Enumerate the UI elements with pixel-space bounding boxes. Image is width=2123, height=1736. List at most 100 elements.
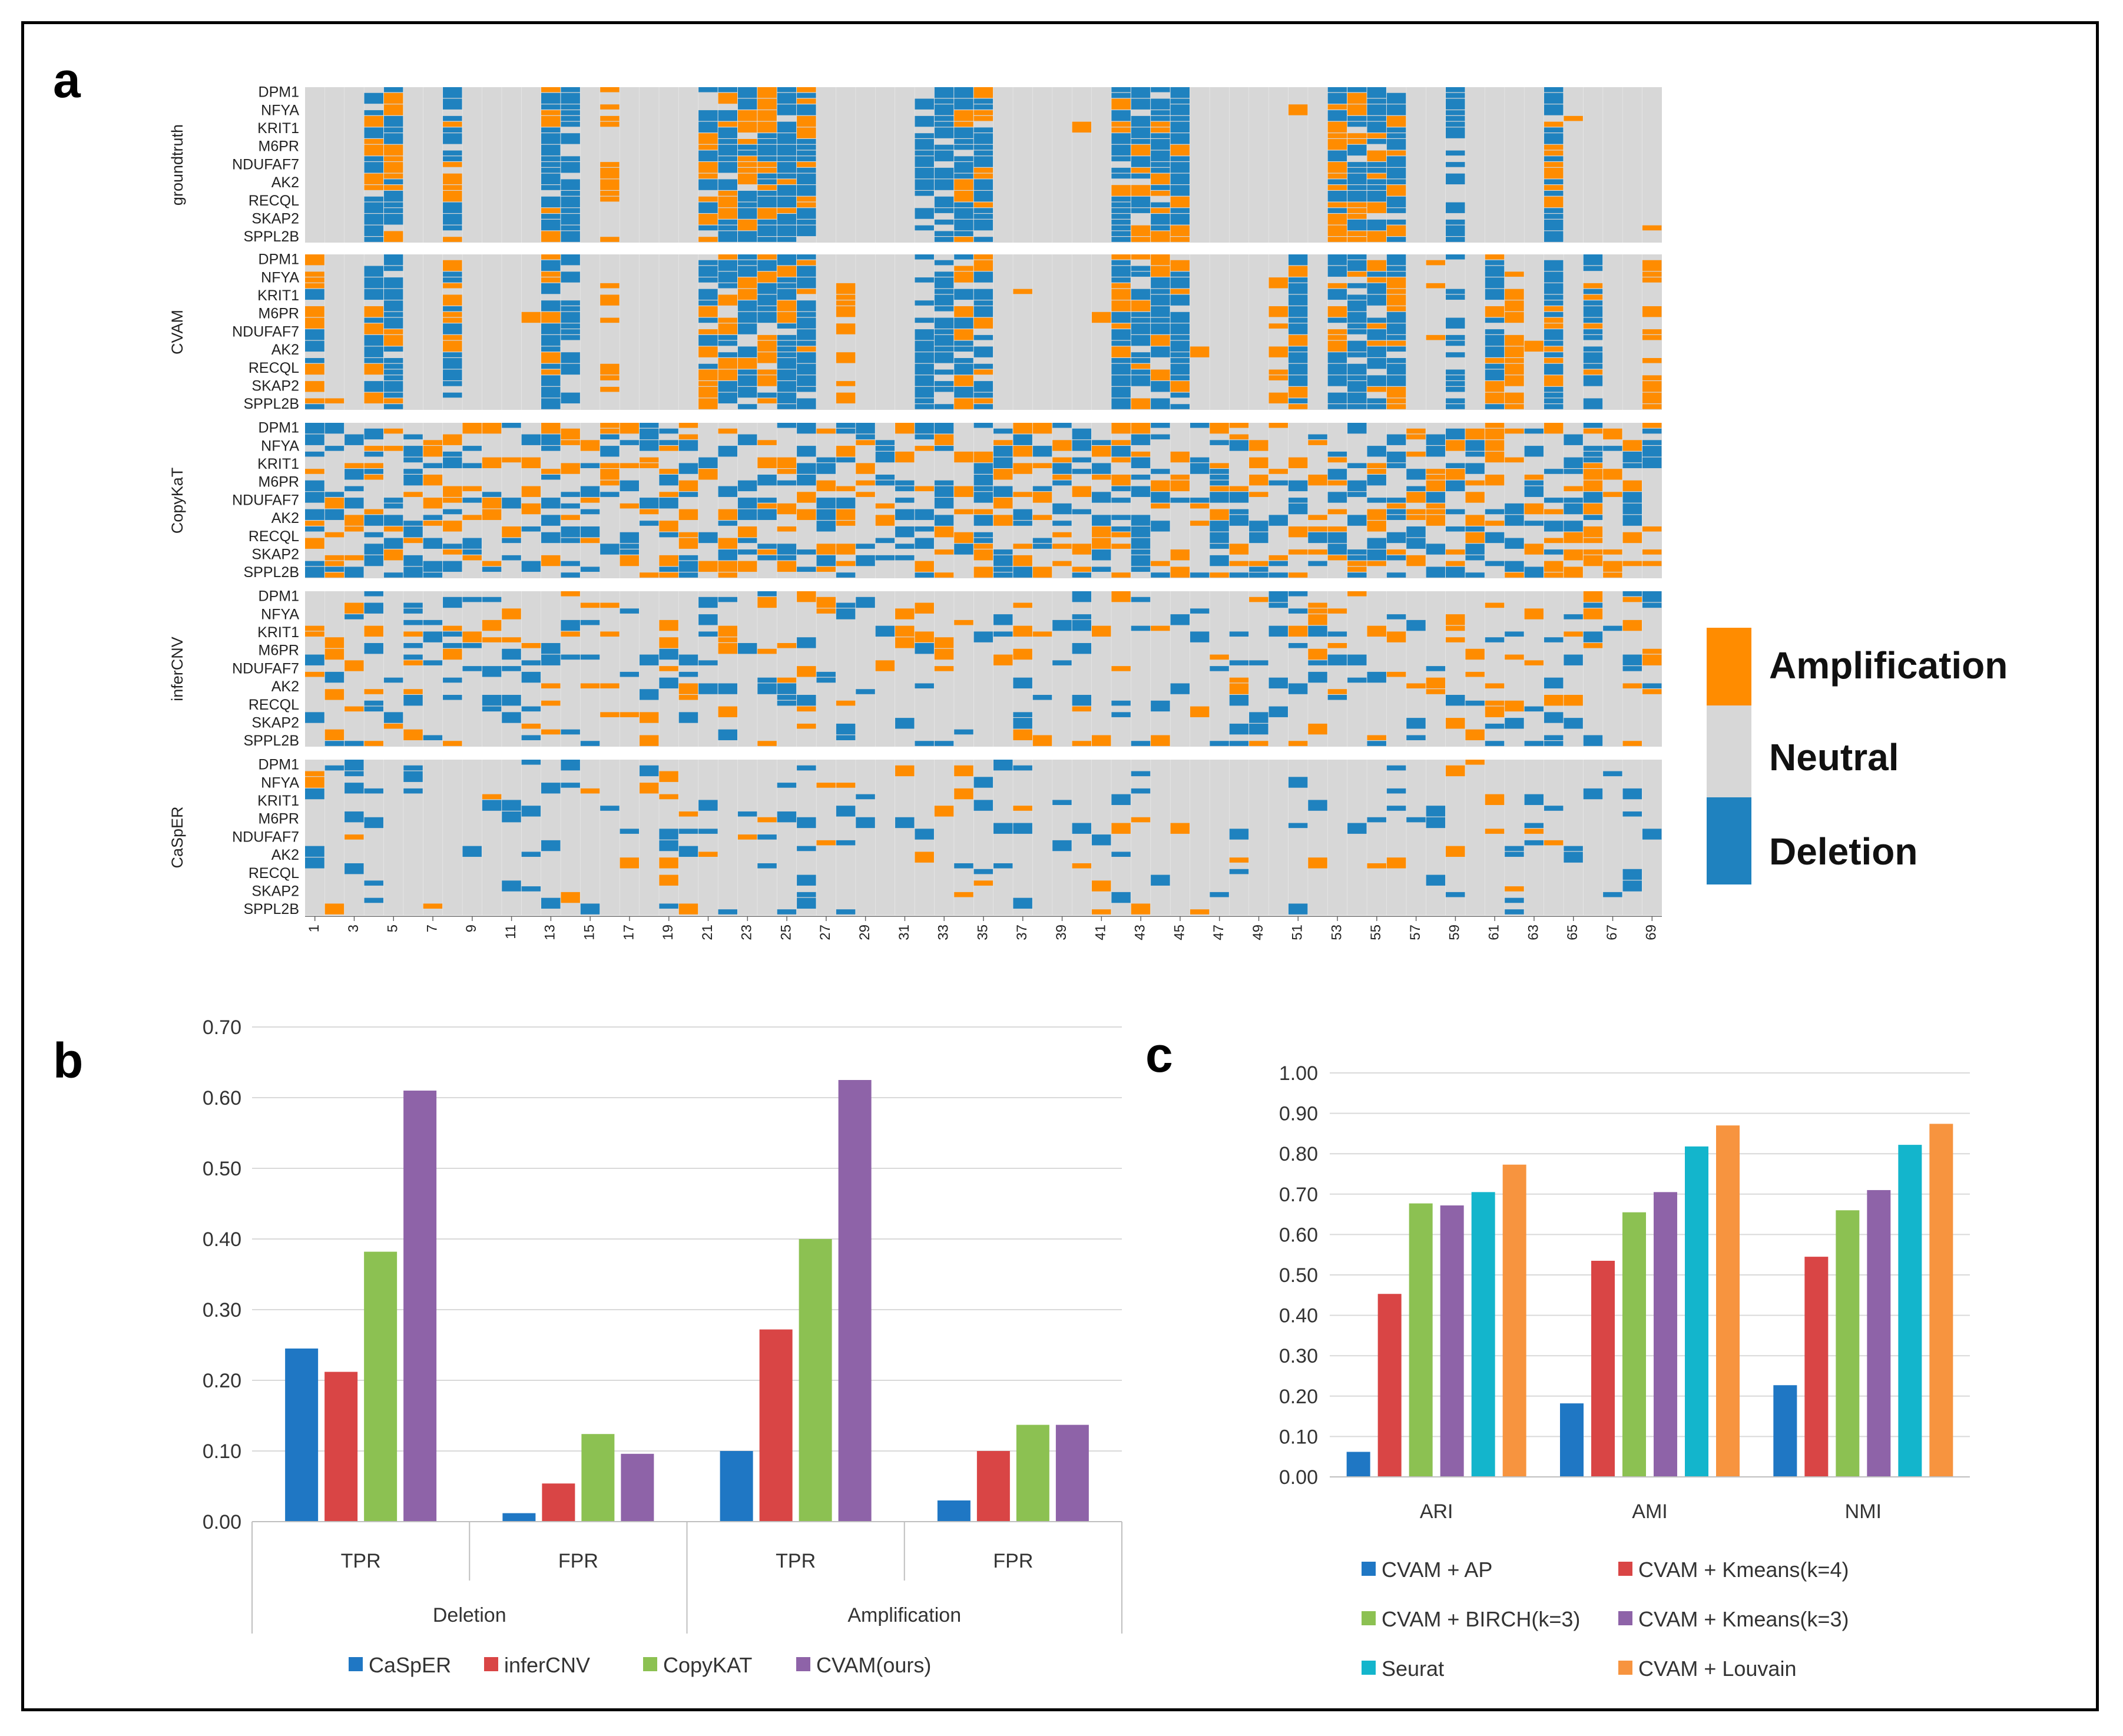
- heatmap-cell: [1248, 440, 1268, 451]
- heatmap-cell: [757, 334, 777, 340]
- heatmap-cell: [1367, 260, 1386, 271]
- heatmap-cell: [737, 375, 757, 386]
- heatmap-cell: [1111, 208, 1131, 213]
- heatmap-cell: [757, 144, 777, 156]
- panel-letter-a: a: [53, 52, 81, 108]
- heatmap-cell: [973, 191, 993, 202]
- heatmap-cell: [698, 277, 718, 283]
- heatmap-cell: [659, 648, 678, 660]
- heatmap-cell: [442, 294, 462, 306]
- heatmap-cell: [1406, 683, 1426, 689]
- heatmap-cell: [1327, 266, 1347, 277]
- gene-label: SPPL2B: [243, 564, 299, 581]
- heatmap-cell: [1170, 683, 1190, 694]
- heatmap-cell: [600, 167, 620, 179]
- heatmap-cell: [1504, 289, 1524, 300]
- heatmap-cell: [501, 555, 521, 561]
- heatmap-cell: [1091, 446, 1111, 457]
- heatmap-cell: [1032, 423, 1052, 434]
- heatmap-cell: [364, 625, 383, 637]
- heatmap-cell: [521, 457, 541, 469]
- heatmap-cell: [816, 608, 836, 614]
- heatmap-cell: [541, 346, 561, 352]
- heatmap-cell: [521, 660, 541, 665]
- heatmap-cell: [344, 434, 364, 445]
- heatmap-cell: [364, 363, 383, 375]
- heatmap-cell: [1150, 191, 1170, 196]
- heatmap-cell: [324, 509, 345, 521]
- heatmap-cell: [305, 363, 324, 375]
- heatmap-cell: [1111, 515, 1131, 521]
- heatmap-cell: [777, 214, 797, 225]
- heatmap-cell: [1583, 538, 1603, 544]
- heatmap-x-tick: 51: [1290, 925, 1306, 940]
- heatmap-cell: [993, 428, 1013, 434]
- heatmap-cell: [895, 637, 915, 648]
- heatmap-cell: [698, 457, 718, 469]
- heatmap-cell: [383, 369, 403, 375]
- heatmap-cell: [324, 555, 345, 561]
- heatmap-cell: [1111, 225, 1131, 231]
- heatmap-cell: [383, 712, 403, 723]
- heatmap-cell: [324, 492, 345, 497]
- heatmap-cell: [1485, 254, 1505, 260]
- heatmap-cell: [305, 654, 324, 665]
- heatmap-cell: [1150, 874, 1170, 886]
- gene-label: RECQL: [249, 360, 299, 376]
- heatmap-cell: [777, 196, 797, 208]
- heatmap-cell: [1268, 423, 1288, 428]
- heatmap-x-tick: 47: [1211, 925, 1227, 940]
- heatmap-cell: [423, 521, 443, 526]
- heatmap-cell: [718, 191, 738, 196]
- heatmap-cell: [1347, 404, 1367, 409]
- heatmap-cell: [718, 92, 738, 104]
- heatmap-cell: [561, 231, 580, 242]
- heatmap-cell: [816, 677, 836, 683]
- heatmap-cell: [600, 162, 620, 167]
- heatmap-cell: [1327, 392, 1347, 404]
- heatmap-cell: [1288, 823, 1308, 829]
- heatmap-cell: [737, 98, 757, 110]
- heatmap-cell: [1367, 463, 1386, 469]
- heatmap-cell: [364, 741, 383, 746]
- heatmap-cell: [895, 486, 915, 492]
- heatmap-cell: [737, 167, 757, 173]
- heatmap-cell: [973, 260, 993, 271]
- heatmap-cell: [620, 712, 640, 717]
- heatmap-cell: [1072, 121, 1092, 133]
- heatmap-cell: [442, 225, 462, 231]
- heatmap-x-tick: 7: [424, 925, 440, 932]
- heatmap-cell: [1544, 498, 1564, 503]
- heatmap-cell: [718, 637, 738, 642]
- heatmap-cell: [521, 312, 541, 323]
- heatmap-cell: [915, 852, 934, 863]
- heatmap-cell: [1111, 712, 1131, 717]
- heatmap-cell: [678, 712, 698, 723]
- heatmap-cell: [1465, 515, 1485, 526]
- heatmap-cell: [777, 144, 797, 156]
- heatmap-cell: [1111, 440, 1131, 445]
- heatmap-cell: [796, 666, 816, 677]
- heatmap-cell: [600, 191, 620, 196]
- heatmap-cell: [777, 677, 797, 683]
- heatmap-cell: [1622, 480, 1642, 492]
- heatmap-cell: [1052, 532, 1072, 538]
- heatmap-cell: [1150, 492, 1170, 503]
- heatmap-cell: [1288, 346, 1308, 352]
- heatmap-cell: [1210, 469, 1229, 474]
- heatmap-x-tick: 57: [1407, 925, 1423, 940]
- heatmap-cell: [1426, 817, 1446, 829]
- heatmap-cell: [934, 317, 954, 329]
- heatmap-cell: [1406, 526, 1426, 538]
- heatmap-cell: [1642, 428, 1662, 434]
- heatmap-cell: [659, 469, 678, 474]
- heatmap-cell: [1445, 98, 1465, 110]
- heatmap-cell: [1288, 277, 1308, 283]
- heatmap-cell: [1347, 375, 1367, 380]
- heatmap-x-tick: 65: [1565, 925, 1581, 940]
- heatmap-cell: [855, 794, 875, 800]
- heatmap-cell: [1445, 765, 1465, 777]
- heatmap-cell: [561, 440, 580, 445]
- gene-label: NDUFAF7: [232, 829, 299, 845]
- heatmap-cell: [1544, 179, 1564, 185]
